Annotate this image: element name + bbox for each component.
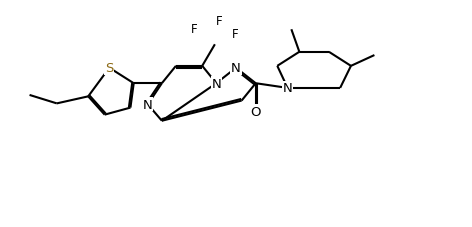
Text: S: S — [105, 62, 113, 75]
Text: N: N — [283, 82, 293, 95]
Text: F: F — [232, 28, 238, 41]
Text: F: F — [216, 15, 223, 28]
Text: N: N — [211, 77, 221, 90]
Text: N: N — [143, 98, 152, 111]
Text: O: O — [251, 105, 261, 118]
Text: F: F — [191, 23, 197, 36]
Text: N: N — [231, 62, 241, 75]
